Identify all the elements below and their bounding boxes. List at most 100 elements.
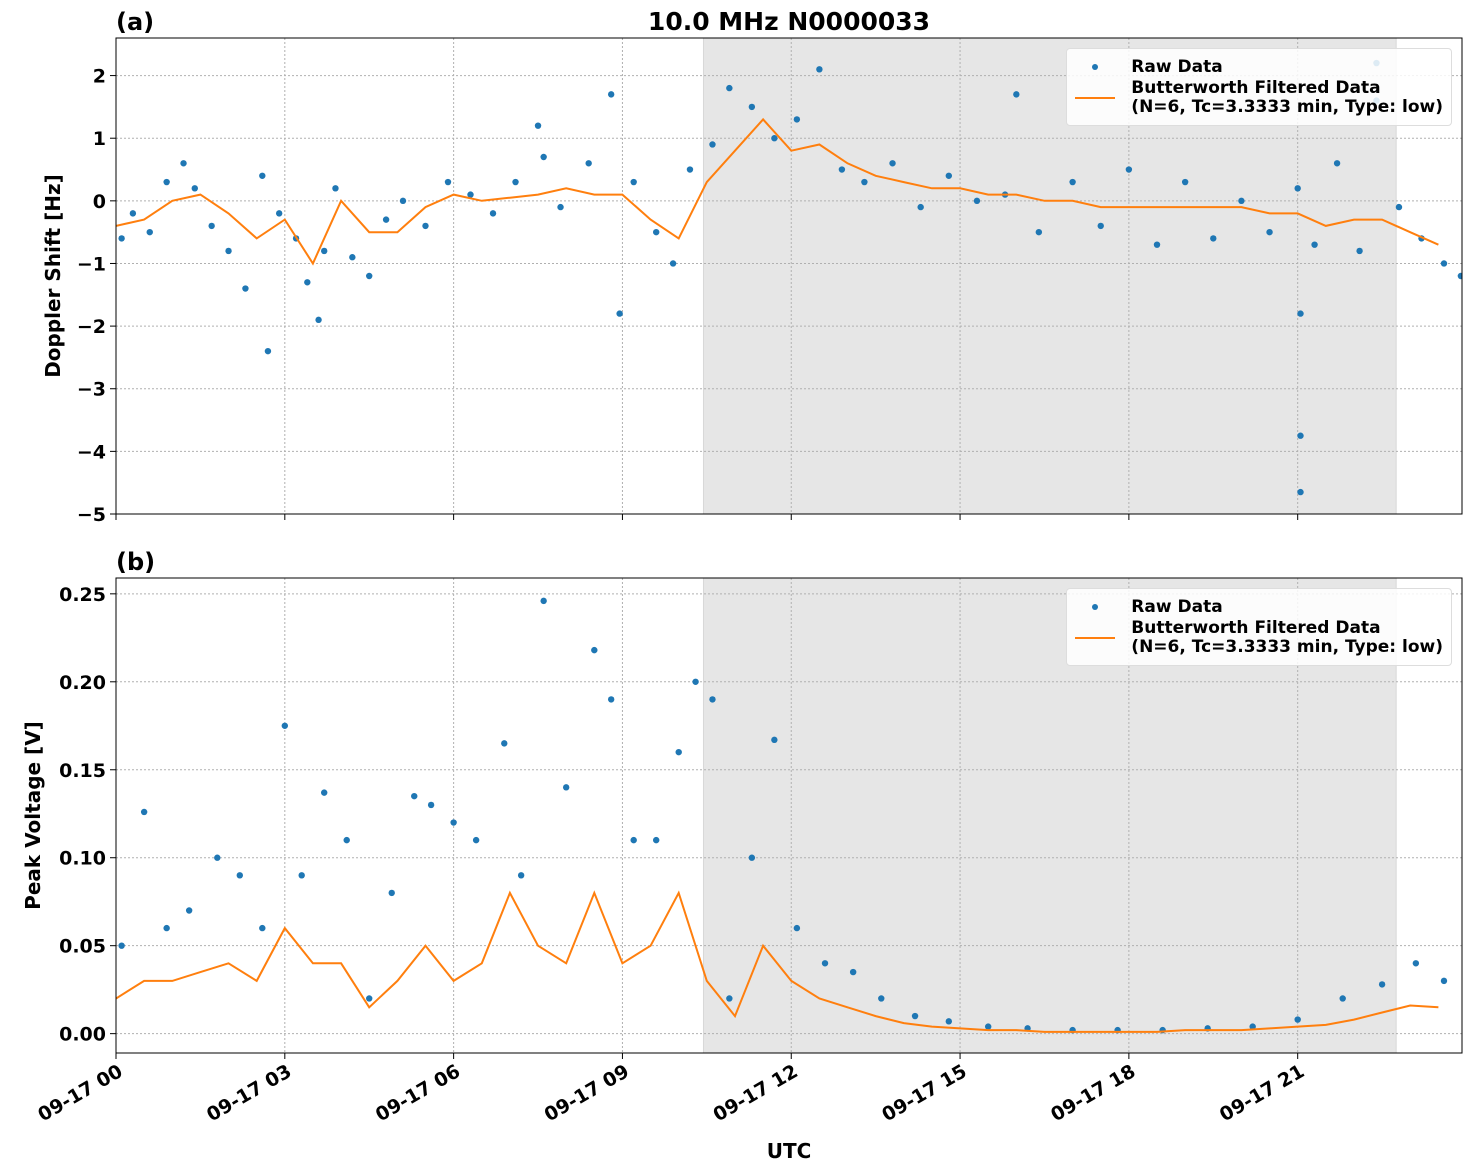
raw-point bbox=[146, 228, 153, 236]
raw-point bbox=[616, 310, 623, 317]
legend-key bbox=[1075, 597, 1115, 617]
raw-point bbox=[118, 942, 125, 949]
legend-key bbox=[1075, 88, 1116, 108]
raw-point bbox=[1069, 178, 1076, 186]
panel-label: (b) bbox=[116, 548, 155, 576]
legend-key bbox=[1075, 628, 1116, 648]
raw-point bbox=[1440, 260, 1448, 267]
raw-point bbox=[557, 203, 564, 211]
legend-label: Butterworth Filtered Data (N=6, Tc=3.333… bbox=[1131, 618, 1443, 657]
y-tick-label: 1 bbox=[93, 128, 106, 150]
raw-point bbox=[793, 924, 801, 932]
raw-point bbox=[298, 872, 305, 879]
raw-point bbox=[399, 197, 407, 205]
legend: Raw Data Butterworth Filtered Data (N=6, … bbox=[1066, 588, 1452, 666]
raw-point bbox=[1097, 222, 1104, 230]
raw-point bbox=[889, 160, 896, 167]
raw-point bbox=[709, 696, 716, 703]
y-tick-label: −3 bbox=[77, 379, 106, 401]
raw-point bbox=[185, 907, 193, 914]
x-tick-label: 09-17 15 bbox=[878, 1060, 970, 1126]
legend-label: Butterworth Filtered Data (N=6, Tc=3.333… bbox=[1131, 78, 1443, 117]
raw-point bbox=[1238, 197, 1245, 205]
raw-point bbox=[427, 801, 435, 809]
raw-point bbox=[1013, 91, 1020, 98]
raw-point bbox=[653, 836, 660, 844]
raw-point bbox=[1297, 432, 1304, 439]
raw-point bbox=[366, 272, 373, 280]
raw-point bbox=[366, 995, 373, 1002]
y-tick-label: 2 bbox=[93, 66, 106, 88]
x-tick-label: 09-17 12 bbox=[709, 1060, 801, 1126]
raw-point bbox=[163, 178, 170, 186]
y-tick-label: −5 bbox=[77, 504, 106, 526]
raw-point bbox=[444, 178, 452, 186]
raw-point bbox=[1378, 981, 1386, 988]
raw-point bbox=[686, 166, 694, 173]
raw-point bbox=[467, 191, 474, 198]
legend-entry: Butterworth Filtered Data (N=6, Tc=3.333… bbox=[1075, 619, 1443, 657]
raw-point bbox=[1356, 247, 1363, 255]
raw-point bbox=[489, 210, 497, 217]
raw-point bbox=[1210, 235, 1217, 242]
raw-point bbox=[1266, 228, 1273, 236]
raw-point bbox=[816, 66, 823, 73]
raw-point bbox=[709, 141, 716, 148]
raw-point bbox=[275, 210, 283, 217]
raw-point bbox=[1125, 166, 1133, 173]
raw-point bbox=[450, 819, 457, 826]
raw-point bbox=[1297, 488, 1304, 496]
legend-entry: Butterworth Filtered Data (N=6, Tc=3.333… bbox=[1075, 79, 1443, 117]
raw-point bbox=[726, 84, 733, 92]
raw-point bbox=[163, 924, 170, 932]
axes-frame bbox=[115, 37, 1463, 515]
raw-point bbox=[411, 792, 418, 800]
legend-key bbox=[1075, 57, 1115, 77]
x-tick-label: 09-17 06 bbox=[372, 1060, 464, 1126]
legend-swatch bbox=[1075, 97, 1116, 99]
y-tick-label: −2 bbox=[77, 316, 106, 338]
raw-point bbox=[281, 722, 289, 729]
raw-point bbox=[1440, 977, 1448, 985]
raw-point bbox=[180, 160, 187, 167]
y-tick-label: 0.25 bbox=[59, 584, 106, 606]
raw-point bbox=[911, 1012, 919, 1020]
raw-point bbox=[321, 247, 328, 255]
raw-point bbox=[984, 1023, 992, 1030]
raw-point bbox=[225, 247, 232, 255]
raw-point bbox=[534, 122, 542, 129]
legend-label: Raw Data bbox=[1131, 596, 1223, 617]
raw-point bbox=[540, 597, 547, 605]
raw-point bbox=[945, 1018, 953, 1025]
raw-point bbox=[1153, 241, 1161, 248]
raw-point bbox=[422, 222, 429, 230]
raw-point bbox=[945, 172, 953, 179]
raw-point bbox=[259, 172, 266, 179]
x-tick-label: 09-17 03 bbox=[203, 1060, 295, 1126]
raw-point bbox=[1412, 960, 1420, 967]
x-tick-label: 09-17 09 bbox=[541, 1060, 633, 1126]
raw-point bbox=[1311, 241, 1318, 248]
raw-point bbox=[630, 836, 637, 844]
raw-point bbox=[917, 203, 924, 211]
x-axis-label: UTC bbox=[767, 1139, 812, 1163]
raw-point bbox=[242, 285, 249, 292]
legend-swatch bbox=[1075, 637, 1116, 639]
raw-point bbox=[259, 924, 266, 932]
y-tick-label: 0.05 bbox=[59, 936, 106, 958]
chart-title: 10.0 MHz N0000033 bbox=[648, 7, 930, 36]
raw-point bbox=[118, 235, 125, 242]
x-tick-label: 09-17 21 bbox=[1216, 1060, 1308, 1126]
raw-point bbox=[591, 646, 598, 654]
legend: Raw Data Butterworth Filtered Data (N=6, … bbox=[1066, 48, 1452, 126]
raw-point bbox=[771, 135, 778, 142]
plot-area bbox=[116, 597, 1448, 1034]
raw-point bbox=[191, 185, 198, 192]
plot-area bbox=[116, 59, 1462, 496]
x-tick-label: 09-17 00 bbox=[34, 1060, 126, 1126]
raw-point bbox=[512, 178, 519, 186]
y-tick-label: 0.15 bbox=[59, 760, 106, 782]
raw-point bbox=[748, 103, 756, 111]
filtered-line bbox=[116, 117, 1439, 266]
